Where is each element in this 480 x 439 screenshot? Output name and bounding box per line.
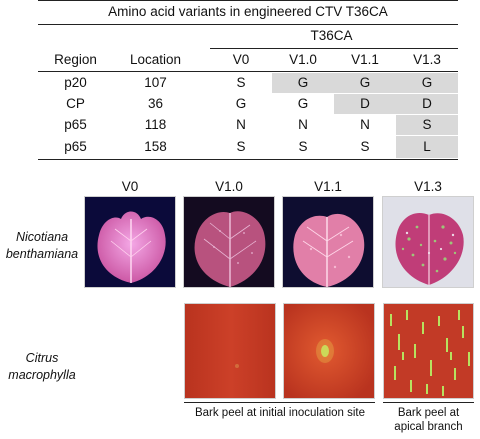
- leaf-v1-1-image: [282, 196, 374, 288]
- caption-initial-site: Bark peel at initial inoculation site: [194, 407, 366, 419]
- row4-v0: S: [236, 139, 246, 154]
- row4-v1-1: S: [360, 139, 370, 154]
- row3-location: 118: [144, 117, 167, 132]
- col-header-v0: V0: [232, 52, 250, 67]
- figure-col-label-v0: V0: [121, 179, 139, 194]
- shade-v1-3-p20: [396, 73, 458, 93]
- figure-col-label-v1-1: V1.1: [314, 179, 342, 194]
- bark-v1-0-image: [184, 303, 276, 399]
- group-header-t36ca: T36CA: [310, 28, 353, 43]
- group-header-rule: [210, 48, 458, 49]
- row2-v1-3: D: [422, 96, 432, 111]
- caption-apical-line1: Bark peel at: [397, 407, 460, 419]
- row4-region: p65: [64, 139, 87, 154]
- shade-v1-3-p65-158: [396, 136, 458, 158]
- leaf-v0-image: [84, 196, 176, 288]
- col-header-v1-1: V1.1: [351, 52, 379, 67]
- row1-v1-3: G: [421, 75, 433, 90]
- row-label-citrus-line1: Citrus: [25, 351, 59, 365]
- row1-v0: S: [236, 75, 246, 90]
- row2-v0: G: [235, 96, 247, 111]
- row3-v1-0: N: [298, 117, 308, 132]
- caption-apical-line2: apical branch: [394, 421, 463, 433]
- col-header-v1-3: V1.3: [413, 52, 441, 67]
- caption-apical: Bark peel at apical branch: [380, 406, 477, 434]
- row3-v0: N: [236, 117, 246, 132]
- shade-v1-3-p65-118: [396, 115, 458, 135]
- shade-v1-0-p20: [272, 73, 396, 93]
- table-title: Amino acid variants in engineered CTV T3…: [108, 4, 388, 19]
- bark-v1-3-image: [383, 303, 474, 399]
- row4-location: 158: [144, 139, 167, 154]
- row-label-nicotiana-line1: Nicotiana: [15, 230, 69, 244]
- row2-location: 36: [147, 96, 164, 111]
- row-label-nicotiana-line2: benthamiana: [5, 247, 79, 261]
- col-header-location: Location: [129, 52, 182, 67]
- row2-v1-0: G: [297, 96, 309, 111]
- row1-region: p20: [64, 75, 87, 90]
- header-rule: [38, 71, 458, 72]
- figure-col-label-v1-3: V1.3: [414, 179, 442, 194]
- caption-apical-bracket: [383, 402, 474, 403]
- row2-region: CP: [66, 96, 85, 111]
- col-header-v1-0: V1.0: [289, 52, 317, 67]
- row3-v1-3: S: [422, 117, 432, 132]
- row3-v1-1: N: [360, 117, 370, 132]
- row2-v1-1: D: [360, 96, 370, 111]
- leaf-v1-3-image: [382, 196, 474, 288]
- row1-v1-0: G: [297, 75, 309, 90]
- row4-v1-3: L: [423, 139, 431, 154]
- figure-col-label-v1-0: V1.0: [215, 179, 243, 194]
- bark-v1-1-image: [283, 303, 375, 399]
- caption-initial-bracket: [184, 402, 375, 403]
- row4-v1-0: S: [298, 139, 308, 154]
- row1-v1-1: G: [359, 75, 371, 90]
- row-label-citrus: Citrus macrophylla: [0, 350, 84, 384]
- table-title-rule: [38, 24, 458, 25]
- row-label-citrus-line2: macrophylla: [8, 368, 76, 382]
- row1-location: 107: [144, 75, 167, 90]
- table-top-rule: [38, 0, 458, 1]
- row-label-nicotiana: Nicotiana benthamiana: [0, 229, 84, 263]
- row3-region: p65: [64, 117, 87, 132]
- col-header-region: Region: [54, 52, 97, 67]
- leaf-v1-0-image: [183, 196, 275, 288]
- table-bottom-rule: [38, 159, 458, 160]
- shade-v1-1-cp: [334, 94, 458, 114]
